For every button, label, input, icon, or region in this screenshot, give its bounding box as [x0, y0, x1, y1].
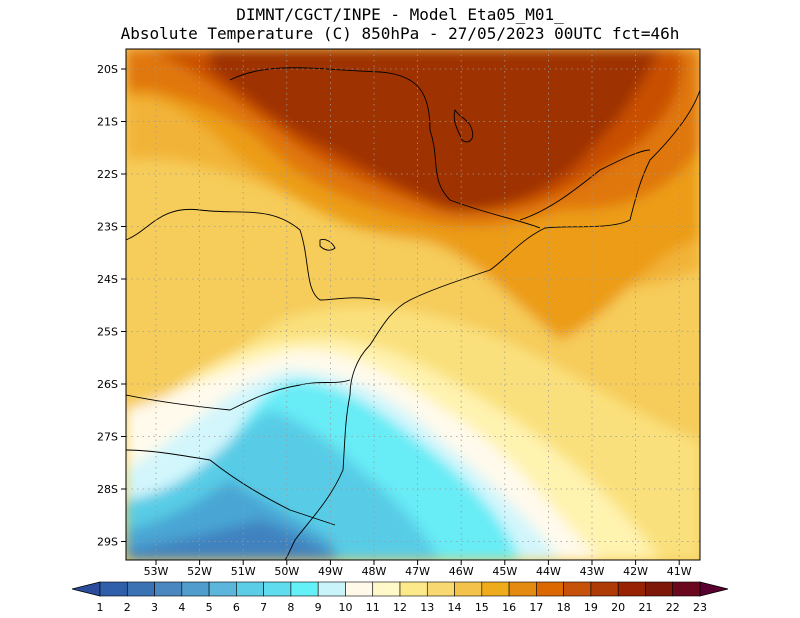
lat-tick-label: 26S: [97, 378, 118, 391]
colorbar-swatch: [645, 581, 674, 597]
lon-tick-label: 48W: [362, 565, 387, 578]
colorbar-high-arrow: [699, 581, 729, 597]
gridlines: [126, 49, 700, 560]
lat-tick-label: 20S: [97, 63, 118, 76]
colorbar-label: 12: [393, 601, 407, 614]
lon-tick-label: 49W: [318, 565, 343, 578]
lat-tick-label: 21S: [97, 116, 118, 129]
chart-title-line-2: Absolute Temperature (C) 850hPa - 27/05/…: [120, 24, 680, 43]
longitude-axis: 53W 52W 51W 50W 49W 48W 47W 46W 45W 44W 43W 42W 41W: [144, 560, 692, 578]
colorbar-swatch: [126, 581, 155, 597]
lon-tick-label: 41W: [667, 565, 692, 578]
colorbar-label: 18: [557, 601, 571, 614]
colorbar-swatch: [99, 581, 128, 597]
lake-outline: [453, 108, 474, 143]
lon-tick-label: 42W: [623, 565, 648, 578]
colorbar-low-arrow: [71, 581, 101, 597]
colorbar-labels: 1 2 3 4 5 6 7 8 9 10 11 12 13 14 15 16 17 18 19 20 21 22 23: [97, 601, 708, 614]
lon-tick-label: 43W: [580, 565, 605, 578]
colorbar-swatch: [508, 581, 537, 597]
lat-tick-label: 29S: [97, 536, 118, 549]
colorbar-swatch: [154, 581, 183, 597]
colorbar-label: 17: [529, 601, 543, 614]
colorbar-swatch: [563, 581, 592, 597]
colorbar-swatch: [290, 581, 319, 597]
colorbar-swatch: [590, 581, 619, 597]
lon-tick-label: 52W: [187, 565, 212, 578]
colorbar-label: 23: [693, 601, 707, 614]
colorbar-label: 14: [448, 601, 462, 614]
state-border-mg-sp: [229, 67, 541, 229]
state-border-mg-rj: [519, 149, 651, 221]
chart-title-line-1: DIMNT/CGCT/INPE - Model Eta05_M01_: [236, 5, 564, 24]
colorbar-label: 5: [206, 601, 213, 614]
colorbar-label: 1: [97, 601, 104, 614]
temperature-field: [126, 49, 700, 560]
colorbar-label: 4: [178, 601, 185, 614]
lon-tick-label: 47W: [405, 565, 430, 578]
colorbar-label: 15: [475, 601, 489, 614]
lat-tick-label: 23S: [97, 221, 118, 234]
colorbar-label: 16: [502, 601, 516, 614]
geographic-lines: [126, 67, 700, 560]
colorbar-swatch: [317, 581, 346, 597]
colorbar-label: 3: [151, 601, 158, 614]
colorbar-label: 13: [420, 601, 434, 614]
colorbar-label: 2: [124, 601, 131, 614]
colorbar-swatch: [181, 581, 210, 597]
colorbar-swatch: [399, 581, 428, 597]
lon-tick-label: 50W: [274, 565, 299, 578]
colorbar-swatch: [454, 581, 483, 597]
map-frame: [125, 48, 701, 561]
colorbar: [71, 581, 729, 597]
field-hot-core: [210, 49, 660, 211]
colorbar-label: 6: [233, 601, 240, 614]
colorbar-swatch: [481, 581, 510, 597]
coastline: [284, 89, 700, 560]
latitude-axis: 20S 21S 22S 23S 24S 25S 26S 27S 28S 29S: [97, 63, 126, 549]
lat-tick-label: 22S: [97, 168, 118, 181]
colorbar-label: 21: [638, 601, 652, 614]
colorbar-swatch: [263, 581, 292, 597]
colorbar-swatch: [372, 581, 401, 597]
lon-tick-label: 53W: [144, 565, 169, 578]
colorbar-swatch: [536, 581, 564, 597]
colorbar-swatch: [426, 581, 455, 597]
lat-tick-label: 27S: [97, 431, 118, 444]
lat-tick-label: 28S: [97, 483, 118, 496]
lon-tick-label: 45W: [492, 565, 517, 578]
colorbar-label: 19: [584, 601, 598, 614]
colorbar-label: 9: [315, 601, 322, 614]
lon-tick-label: 51W: [231, 565, 256, 578]
colorbar-label: 8: [287, 601, 294, 614]
colorbar-swatch: [617, 581, 646, 597]
colorbar-label: 10: [338, 601, 352, 614]
lon-tick-label: 46W: [449, 565, 474, 578]
reservoir-outline: [319, 239, 336, 251]
colorbar-label: 7: [260, 601, 267, 614]
colorbar-swatch: [236, 581, 264, 597]
state-border-sc-rs: [126, 449, 336, 526]
state-border-ms-pr: [126, 208, 381, 301]
colorbar-swatch: [345, 581, 374, 597]
colorbar-swatch: [208, 581, 237, 597]
state-border-pr-sc: [126, 379, 351, 411]
lat-tick-label: 25S: [97, 326, 118, 339]
colorbar-label: 11: [366, 601, 380, 614]
colorbar-label: 20: [611, 601, 625, 614]
colorbar-label: 22: [666, 601, 680, 614]
lat-tick-label: 24S: [97, 273, 118, 286]
colorbar-swatch: [672, 581, 701, 597]
lon-tick-label: 44W: [536, 565, 561, 578]
